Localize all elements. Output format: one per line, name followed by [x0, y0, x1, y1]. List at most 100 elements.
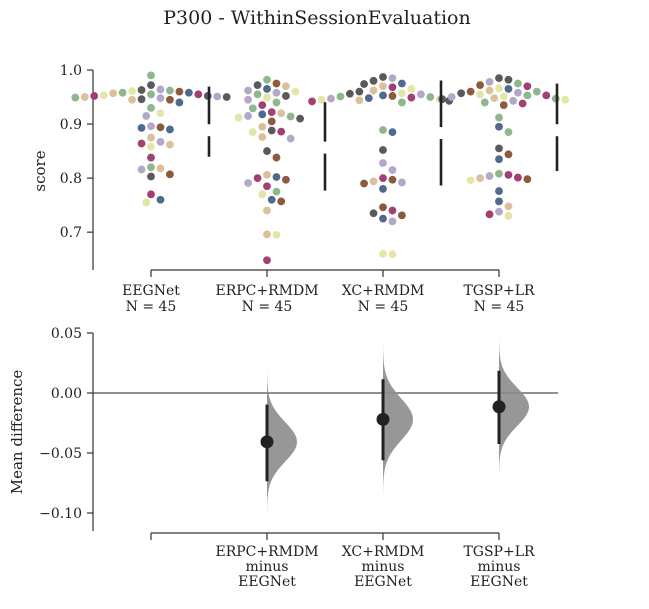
swarm-point: [286, 112, 295, 121]
swarm-point: [369, 86, 378, 95]
swarm-y-tick-label: 0.7: [60, 225, 82, 241]
swarm-point: [291, 87, 300, 96]
swarm-point: [166, 95, 174, 104]
comparison-label: TGSP+LR: [463, 544, 535, 560]
swarm-point: [90, 92, 99, 100]
swarm-point: [272, 187, 281, 196]
swarm-point: [137, 165, 146, 174]
swarm-point: [379, 159, 387, 167]
swarm-point: [156, 109, 165, 118]
swarm-point: [379, 91, 387, 100]
swarm-point: [263, 206, 271, 215]
swarm-point: [495, 197, 503, 206]
swarm-point: [277, 127, 286, 136]
swarm-point: [263, 182, 271, 191]
swarm-point: [147, 90, 155, 99]
swarm-point: [485, 172, 494, 180]
swarm-point: [147, 122, 155, 131]
group-label: EEGNet: [122, 283, 180, 299]
swarm-point: [495, 169, 503, 178]
swarm-point: [504, 75, 513, 84]
swarm-point: [398, 211, 406, 220]
swarm-point: [277, 109, 286, 118]
swarm-point: [360, 179, 368, 188]
swarm-point: [263, 147, 271, 155]
swarm-point: [398, 178, 406, 187]
swarm-point: [490, 94, 499, 103]
comparison-label: minus: [478, 559, 521, 575]
swarm-point: [147, 103, 155, 112]
swarm-point: [379, 203, 387, 212]
swarm-point: [253, 174, 262, 183]
swarm-point: [147, 142, 155, 151]
comparison-label: minus: [362, 559, 405, 575]
swarm-point: [286, 134, 295, 143]
swarm-point: [476, 174, 484, 183]
swarm-point: [147, 71, 155, 80]
swarm-point: [407, 85, 416, 93]
swarm-point: [308, 97, 316, 106]
swarm-point: [336, 92, 345, 101]
swarm-point: [175, 98, 184, 107]
swarm-point: [499, 101, 508, 110]
swarm-point: [80, 93, 89, 101]
swarm-point: [253, 90, 262, 99]
swarm-point: [476, 90, 484, 99]
swarm-point: [244, 112, 252, 120]
difference-y-tick-label: 0.00: [51, 386, 82, 402]
comparison-label: EEGNet: [470, 574, 528, 590]
swarm-point: [345, 89, 354, 98]
swarm-point: [282, 92, 290, 100]
swarm-point: [234, 113, 243, 122]
swarm-point: [137, 95, 146, 104]
mean-difference-point: [260, 435, 274, 449]
swarm-point: [71, 93, 80, 102]
swarm-point: [369, 209, 378, 218]
difference-y-tick-label: −0.10: [39, 506, 82, 522]
swarm-point: [388, 166, 397, 174]
swarm-point: [166, 125, 174, 134]
swarm-point: [147, 172, 155, 181]
swarm-point: [267, 108, 276, 117]
swarm-point: [317, 95, 326, 104]
swarm-point: [398, 89, 406, 98]
swarm-point: [364, 94, 373, 103]
swarm-point: [485, 77, 494, 86]
swarm-point: [518, 99, 527, 108]
swarm-point: [398, 79, 406, 88]
swarm-point: [137, 123, 146, 132]
swarm-point: [388, 217, 397, 226]
swarm-point: [466, 176, 475, 185]
mean-difference-point: [492, 400, 506, 414]
swarm-point: [263, 85, 271, 93]
swarm-point: [282, 175, 290, 184]
swarm-point: [504, 150, 513, 159]
swarm-point: [523, 82, 532, 91]
group-label: ERPC+RMDM: [215, 283, 318, 299]
swarm-point: [379, 146, 387, 154]
swarm-y-tick-label: 0.9: [60, 117, 82, 133]
swarm-point: [184, 88, 193, 97]
swarm-point: [248, 128, 257, 137]
swarm-y-ticks: 0.7 0.8 0.9 1.0: [60, 63, 93, 241]
bootstrap-distribution: [499, 337, 529, 476]
swarm-point: [156, 195, 165, 204]
swarm-point: [379, 249, 387, 258]
swarm-point: [466, 87, 475, 96]
swarm-point: [504, 212, 513, 220]
swarm-point: [244, 95, 252, 104]
comparison-label: ERPC+RMDM: [215, 544, 318, 560]
swarm-point: [407, 93, 416, 102]
swarm-point: [504, 85, 513, 93]
swarm-point: [267, 117, 276, 126]
swarm-point: [156, 123, 165, 132]
group-label: TGSP+LR: [463, 283, 535, 299]
swarm-point: [355, 87, 364, 96]
swarm-point: [369, 76, 378, 85]
swarm-point: [137, 86, 146, 94]
swarm-gap-errorbars: [207, 80, 559, 191]
swarm-point: [388, 74, 397, 83]
